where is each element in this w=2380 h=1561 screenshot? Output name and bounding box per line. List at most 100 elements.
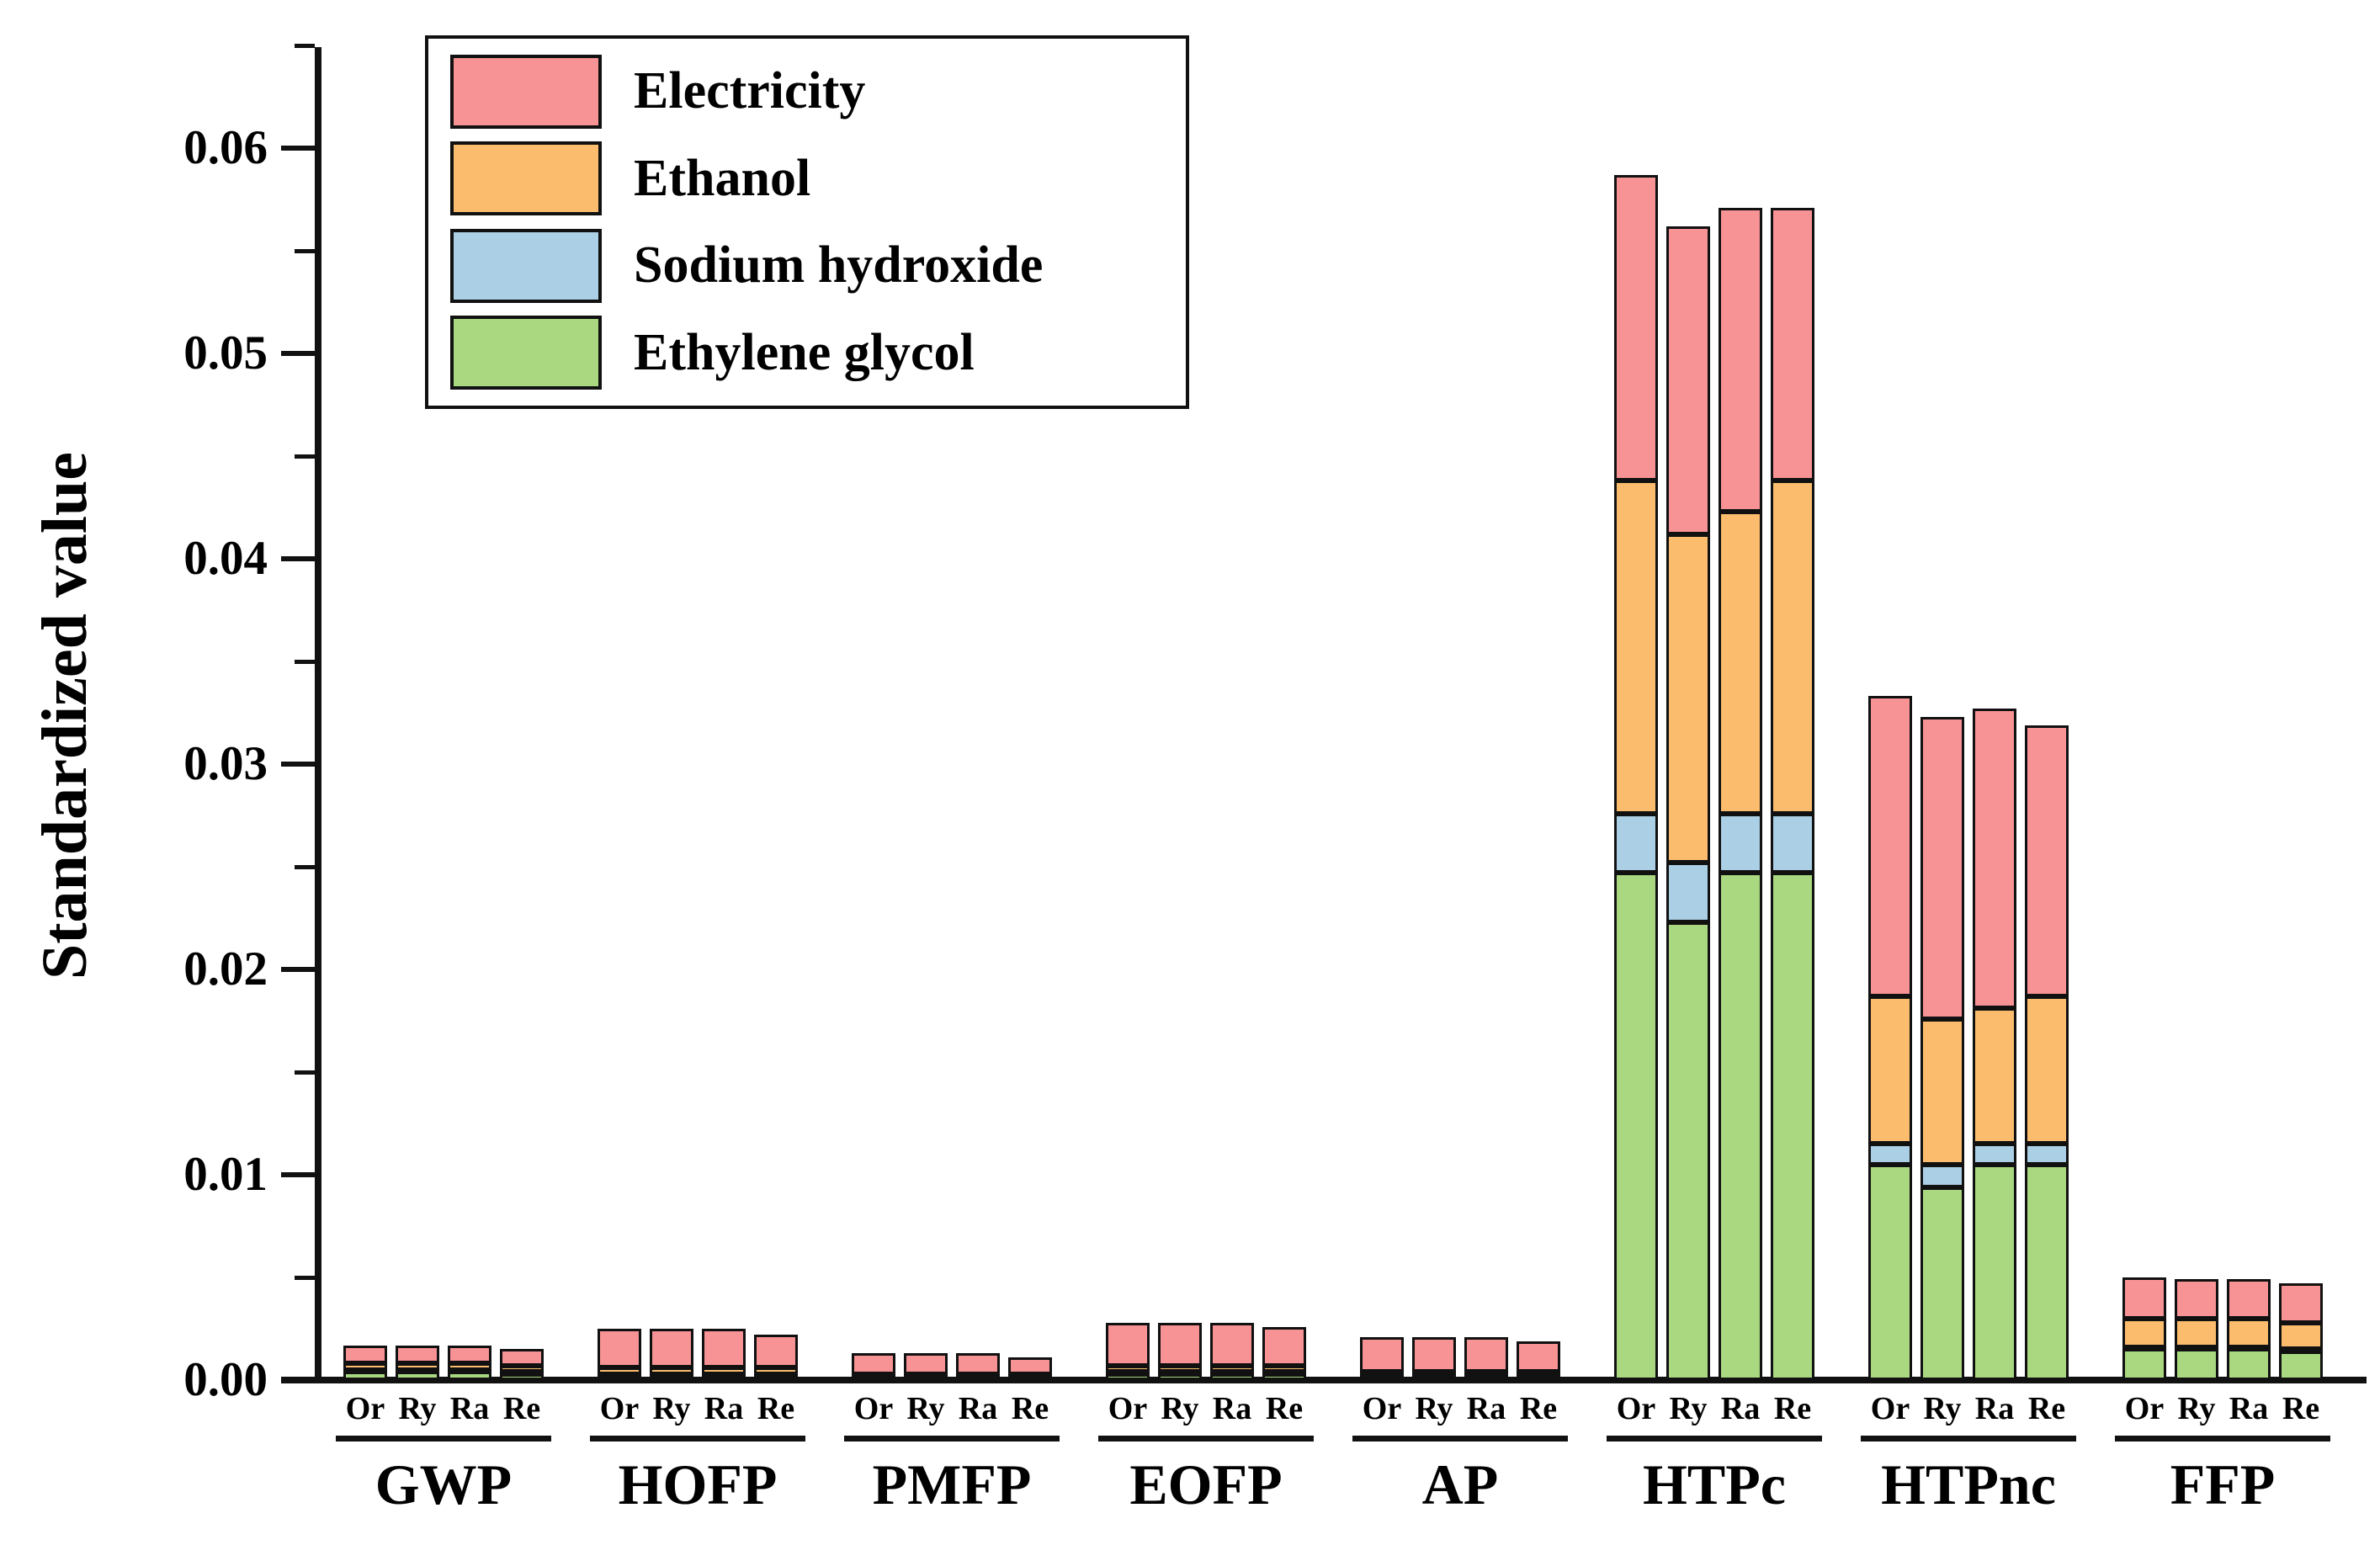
bar-segment-electricity bbox=[500, 1349, 544, 1366]
bar-HTPc-Or bbox=[1614, 174, 1658, 1380]
subgroup-label: Ra bbox=[2229, 1391, 2269, 1426]
bar-HTPnc-Re bbox=[2025, 725, 2069, 1380]
bar-segment-ethanol bbox=[1464, 1371, 1508, 1377]
y-minor-tick bbox=[295, 248, 315, 253]
subgroup-label-row: Or Ry Ra Re bbox=[847, 1390, 1056, 1427]
bar-HTPc-Ry bbox=[1666, 226, 1710, 1380]
bar-segment-ethylene-glycol bbox=[1210, 1373, 1254, 1380]
subgroup-label: Re bbox=[1519, 1391, 1558, 1426]
bar-segment-ethylene-glycol bbox=[448, 1372, 491, 1380]
y-tick-label: 0.05 bbox=[183, 327, 268, 380]
bar-segment-ethanol bbox=[2122, 1318, 2166, 1347]
bar-segment-ethanol bbox=[702, 1367, 746, 1374]
bar-PMFP-Or bbox=[852, 1353, 895, 1380]
y-minor-tick bbox=[295, 659, 315, 664]
subgroup-label-row: Or Ry Ra Re bbox=[339, 1390, 548, 1427]
bar-segment-ethanol bbox=[2279, 1322, 2323, 1350]
bar-segment-electricity bbox=[904, 1353, 948, 1374]
subgroup-label: Or bbox=[1870, 1391, 1910, 1426]
legend-swatch-ethylene-glycol bbox=[450, 316, 602, 390]
bar-segment-ethanol bbox=[1771, 481, 1814, 814]
y-axis-spine bbox=[315, 47, 321, 1383]
bar-segment-ethanol bbox=[1106, 1365, 1150, 1373]
bar-FFP-Re bbox=[2279, 1283, 2323, 1380]
bar-segment-ethylene-glycol bbox=[1973, 1164, 2016, 1380]
bar-segment-electricity bbox=[1158, 1322, 1202, 1366]
bar-segment-electricity bbox=[448, 1345, 491, 1364]
subgroup-label-row: Or Ry Ra Re bbox=[2118, 1390, 2327, 1427]
bar-segment-sodium-hydroxide bbox=[1973, 1144, 2016, 1165]
y-major-tick bbox=[281, 762, 315, 767]
bar-segment-ethylene-glycol bbox=[1719, 873, 1762, 1380]
group-underline bbox=[590, 1436, 805, 1442]
x-axis-line bbox=[281, 1377, 2367, 1383]
bar-segment-electricity bbox=[1614, 174, 1658, 481]
legend-label: Ethanol bbox=[634, 149, 811, 207]
bar-segment-ethanol bbox=[650, 1367, 693, 1374]
subgroup-label: Or bbox=[853, 1391, 894, 1426]
legend-item: Sodium hydroxide bbox=[428, 226, 1186, 305]
subgroup-label-row: Or Ry Ra Re bbox=[1102, 1390, 1310, 1427]
bar-segment-ethylene-glycol bbox=[2175, 1349, 2218, 1380]
y-minor-tick bbox=[295, 1275, 315, 1280]
subgroup-label: Re bbox=[757, 1391, 795, 1426]
subgroup-label: Ry bbox=[398, 1391, 437, 1426]
subgroup-label-row: Or Ry Ra Re bbox=[1864, 1390, 2073, 1427]
legend-label: Electricity bbox=[634, 62, 866, 120]
bar-segment-ethylene-glycol bbox=[2122, 1349, 2166, 1380]
bar-segment-electricity bbox=[956, 1353, 1000, 1374]
bar-AP-Ry bbox=[1412, 1336, 1456, 1380]
bar-segment-electricity bbox=[1666, 226, 1710, 534]
bar-GWP-Or bbox=[343, 1345, 387, 1380]
bar-segment-electricity bbox=[1360, 1336, 1404, 1373]
legend-swatch-sodium-hydroxide bbox=[450, 228, 602, 303]
bar-segment-ethylene-glycol bbox=[702, 1375, 746, 1380]
y-minor-tick bbox=[295, 1070, 315, 1075]
y-minor-tick bbox=[295, 43, 315, 48]
y-major-tick bbox=[281, 146, 315, 151]
subgroup-label: Ry bbox=[652, 1391, 691, 1426]
bar-segment-ethylene-glycol bbox=[1158, 1373, 1202, 1380]
bar-segment-ethanol bbox=[396, 1363, 439, 1370]
y-major-tick bbox=[281, 1378, 315, 1383]
subgroup-label: Ra bbox=[1720, 1391, 1761, 1426]
bar-segment-ethanol bbox=[1719, 511, 1762, 814]
bar-segment-electricity bbox=[702, 1329, 746, 1368]
bar-EOFP-Or bbox=[1106, 1322, 1150, 1380]
bar-segment-electricity bbox=[852, 1353, 895, 1374]
bar-segment-sodium-hydroxide bbox=[1920, 1164, 1964, 1187]
subgroup-label: Ra bbox=[1466, 1391, 1506, 1426]
bar-PMFP-Ra bbox=[956, 1353, 1000, 1380]
subgroup-label: Re bbox=[2282, 1391, 2320, 1426]
subgroup-label: Ry bbox=[2177, 1391, 2216, 1426]
y-tick-label: 0.02 bbox=[183, 942, 268, 996]
bar-AP-Re bbox=[1517, 1341, 1560, 1380]
subgroup-label: Ra bbox=[1212, 1391, 1252, 1426]
bar-segment-ethylene-glycol bbox=[500, 1373, 544, 1380]
subgroup-label: Or bbox=[599, 1391, 640, 1426]
group-underline bbox=[336, 1436, 551, 1442]
bar-segment-electricity bbox=[650, 1329, 693, 1368]
y-major-tick bbox=[281, 967, 315, 972]
bar-segment-electricity bbox=[1868, 696, 1912, 996]
bar-GWP-Re bbox=[500, 1349, 544, 1380]
subgroup-label: Re bbox=[502, 1391, 541, 1426]
bar-segment-electricity bbox=[2025, 725, 2069, 996]
y-tick-label: 0.06 bbox=[183, 121, 268, 174]
bar-segment-electricity bbox=[343, 1345, 387, 1364]
bar-segment-ethanol bbox=[1973, 1008, 2016, 1144]
group-label: GWP bbox=[375, 1452, 513, 1516]
bar-segment-electricity bbox=[1517, 1341, 1560, 1373]
legend-swatch-ethanol bbox=[450, 141, 602, 216]
bar-FFP-Ry bbox=[2175, 1279, 2218, 1380]
bar-segment-electricity bbox=[2122, 1277, 2166, 1319]
bar-segment-ethylene-glycol bbox=[1106, 1373, 1150, 1380]
subgroup-label: Ra bbox=[958, 1391, 998, 1426]
bar-segment-ethanol bbox=[343, 1363, 387, 1370]
y-major-tick bbox=[281, 351, 315, 356]
subgroup-label: Re bbox=[2027, 1391, 2066, 1426]
bar-segment-ethylene-glycol bbox=[1868, 1164, 1912, 1380]
subgroup-label: Ry bbox=[906, 1391, 945, 1426]
bar-segment-ethanol bbox=[754, 1367, 798, 1374]
